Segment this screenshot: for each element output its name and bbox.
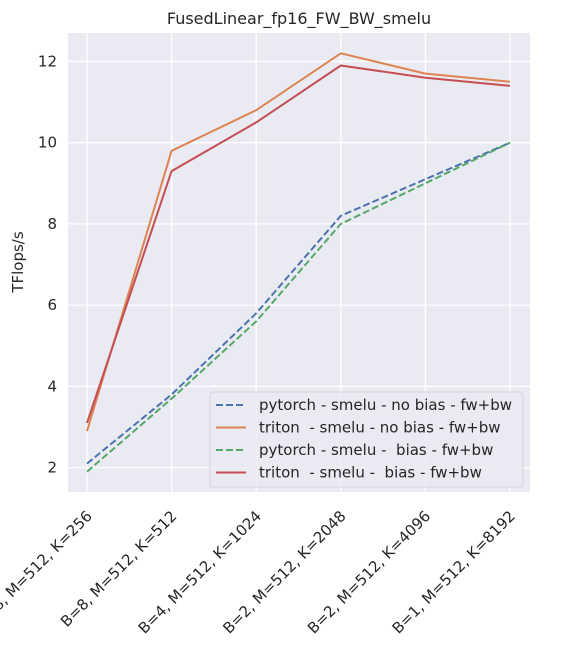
y-tick-label-2: 6	[47, 296, 57, 314]
legend-label-3: triton - smelu - bias - fw+bw	[259, 464, 482, 482]
legend-label-2: pytorch - smelu - bias - fw+bw	[259, 441, 493, 459]
legend-frame	[209, 391, 524, 488]
legend-label-0: pytorch - smelu - no bias - fw+bw	[259, 396, 512, 414]
y-tick-label-0: 2	[47, 459, 57, 477]
series-line-1	[86, 52, 511, 432]
legend-label-1: triton - smelu - no bias - fw+bw	[259, 419, 501, 437]
y-tick-label-1: 4	[47, 377, 57, 395]
y-tick-label-3: 8	[47, 215, 57, 233]
y-tick-label-5: 12	[38, 52, 57, 70]
series-line-0	[86, 141, 511, 465]
series-layer	[86, 52, 511, 473]
chart-title: FusedLinear_fp16_FW_BW_smelu	[167, 9, 431, 29]
legend: pytorch - smelu - no bias - fw+bw triton …	[209, 391, 524, 488]
y-axis: 2 4 6 8 10 12	[38, 52, 57, 476]
series-line-2	[86, 141, 511, 473]
y-axis-label: TFlops/s	[9, 231, 27, 294]
y-tick-label-4: 10	[38, 134, 57, 152]
series-line-3	[86, 64, 511, 424]
